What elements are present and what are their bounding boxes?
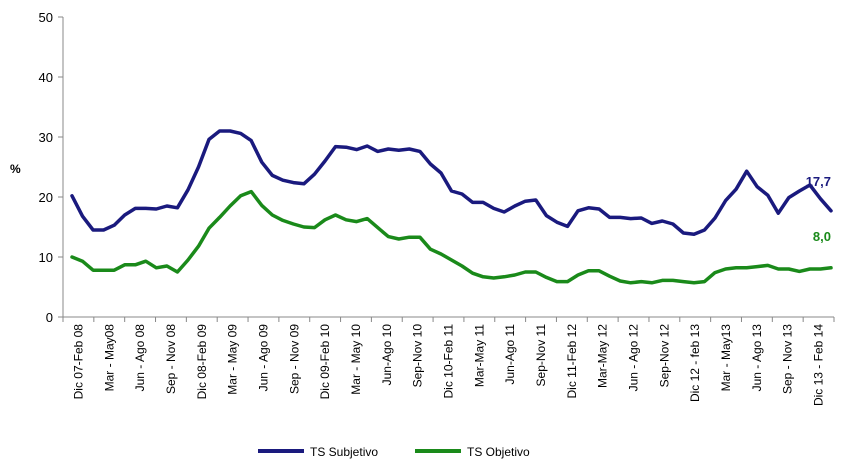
- series-layer: 17,7 8,0: [70, 129, 833, 285]
- x-axis: Dic 07-Feb 08 Mar - May08 Jun - Ago 08 Sep …: [62, 316, 835, 406]
- y-tick-label: 40: [39, 70, 53, 85]
- x-tick-label: Mar-May 12: [596, 324, 610, 388]
- x-tick-label: Sep-Nov 11: [534, 324, 548, 387]
- x-tick-label: Dic 10-Feb 11: [442, 324, 456, 399]
- x-tick-label: Dic 09-Feb 10: [318, 324, 332, 400]
- x-tick-label: Mar - May13: [719, 324, 733, 392]
- end-value-label: 8,0: [813, 229, 831, 244]
- x-tick-label: Jun - Ago 09: [256, 324, 270, 392]
- x-tick-label: Dic 08-Feb 09: [195, 324, 209, 400]
- legend: TS Subjetivo TS Objetivo: [258, 445, 530, 459]
- x-tick-label: Sep - Nov 13: [781, 324, 795, 394]
- y-tick-label: 0: [46, 310, 53, 325]
- legend-label: TS Subjetivo: [310, 445, 378, 459]
- x-tick-label: Mar - May08: [102, 324, 116, 392]
- series-line-ts-subjetivo: [70, 129, 833, 236]
- y-tick-label: 30: [39, 130, 53, 145]
- y-tick-label: 20: [39, 190, 53, 205]
- x-tick-label: Sep-Nov 12: [657, 324, 671, 388]
- x-tick-label: Sep - Nov 09: [287, 324, 301, 394]
- legend-label: TS Objetivo: [467, 445, 530, 459]
- x-tick-label: Mar - May 09: [226, 324, 240, 395]
- x-tick-label: Dic 11-Feb 12: [565, 324, 579, 399]
- x-tick-label: Sep-Nov 10: [411, 324, 425, 388]
- x-tick-label: Mar - May 10: [349, 324, 363, 395]
- x-tick-label: Jun - Ago 08: [133, 324, 147, 392]
- x-tick-label: Mar-May 11: [472, 324, 486, 387]
- x-tick-label: Jun - Ago 13: [750, 324, 764, 392]
- y-tick-label: 50: [39, 10, 53, 25]
- y-axis: 0 10 20 30 40 50: [39, 10, 64, 325]
- x-tick-label: Jun-Ago 11: [503, 324, 517, 385]
- x-tick-label: Jun-Ago 10: [380, 324, 394, 386]
- x-tick-label: Jun - Ago 12: [627, 324, 641, 392]
- series-line-ts-objetivo: [70, 189, 833, 285]
- x-tick-label: Sep - Nov 08: [164, 324, 178, 394]
- y-axis-label: %: [10, 162, 21, 176]
- x-tick-label: Dic 13 - Feb 14: [812, 324, 826, 406]
- end-value-label: 17,7: [806, 174, 831, 189]
- x-tick-label: Dic 12 - feb 13: [688, 324, 702, 402]
- y-tick-label: 10: [39, 250, 53, 265]
- x-tick-label: Dic 07-Feb 08: [71, 324, 85, 400]
